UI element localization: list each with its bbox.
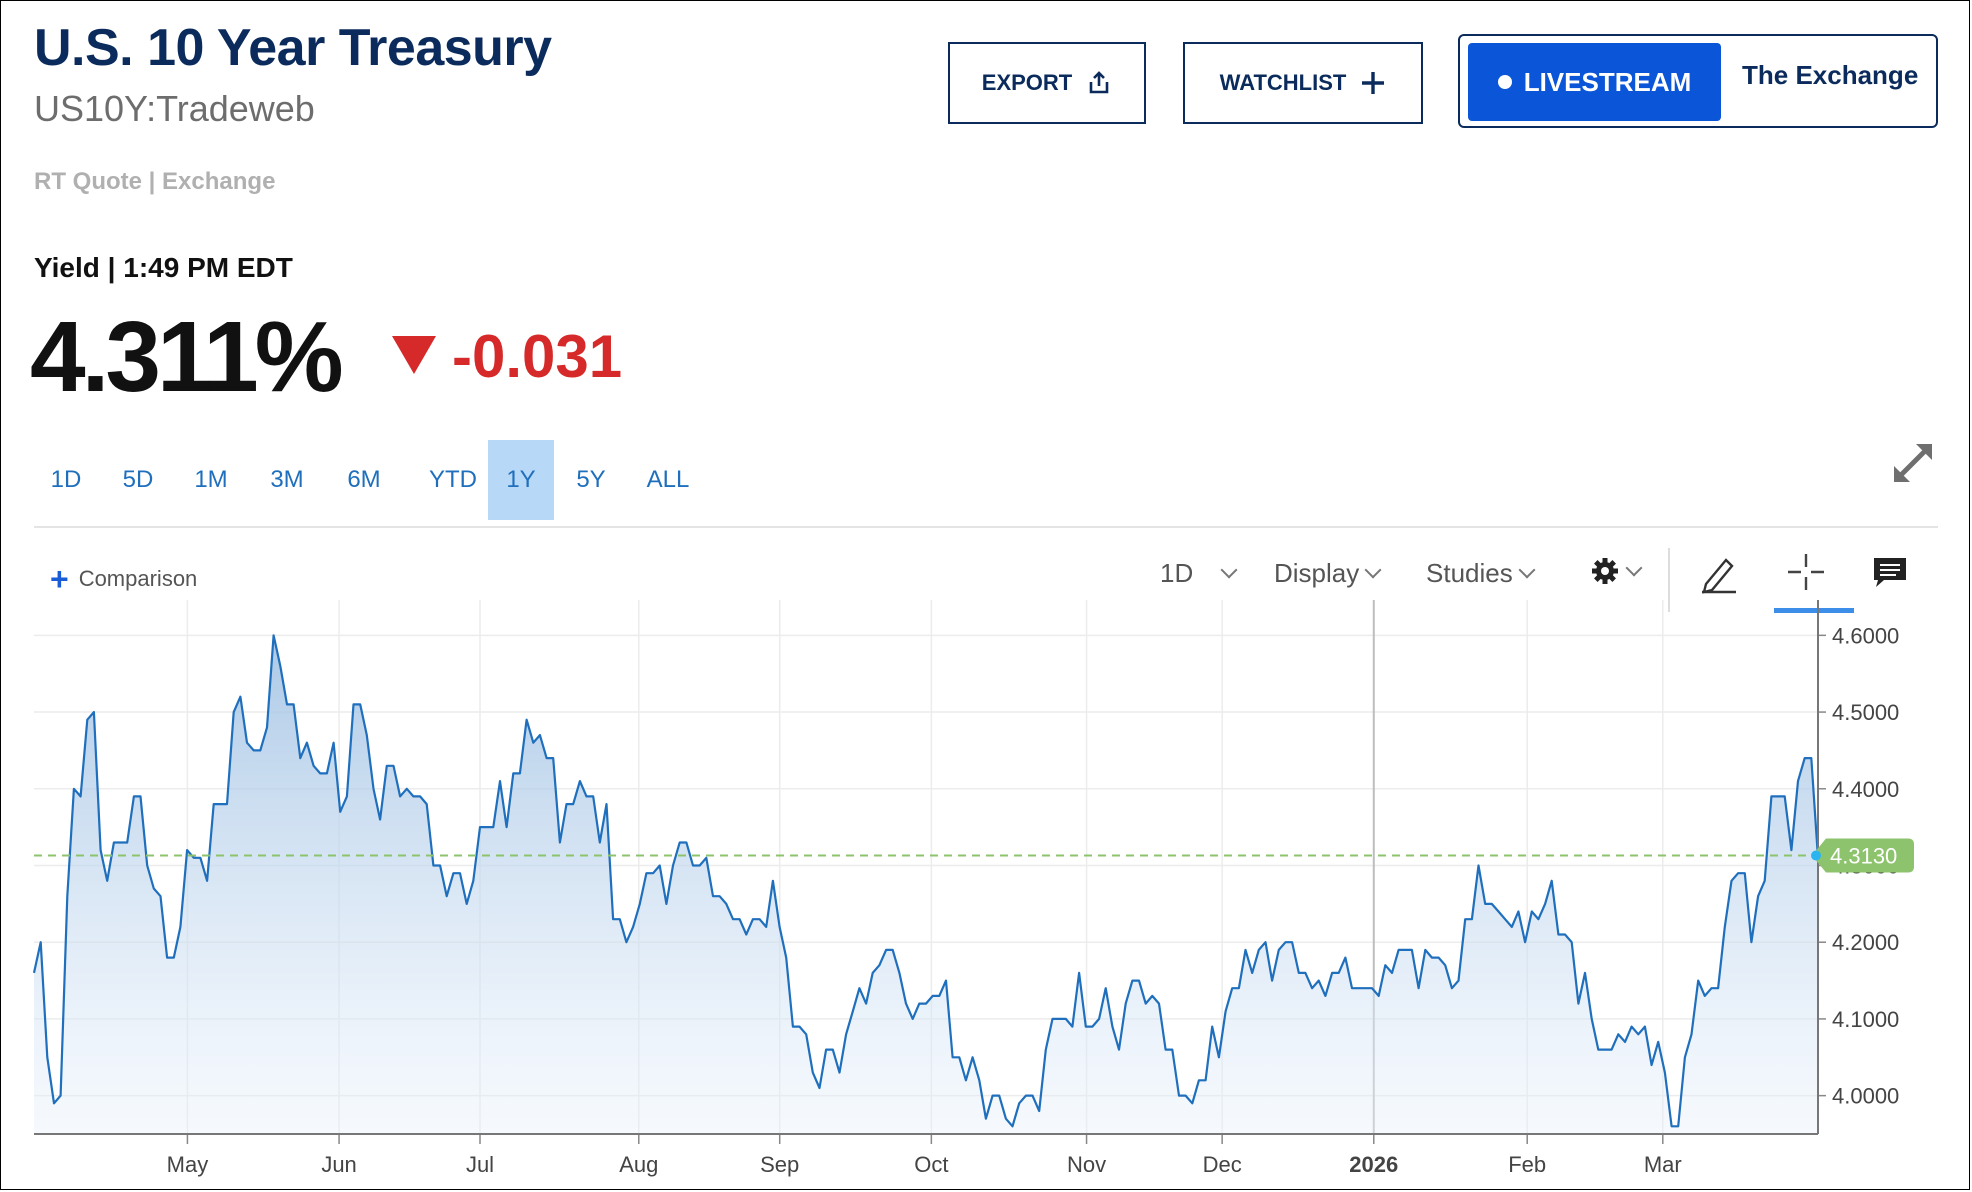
studies-label: Studies [1426, 558, 1513, 588]
down-arrow-icon [392, 336, 436, 374]
toolbar-separator [1668, 548, 1670, 612]
x-tick-label: Dec [1203, 1152, 1242, 1177]
y-tick-label: 4.2000 [1832, 930, 1899, 955]
page-title: U.S. 10 Year Treasury [34, 19, 552, 77]
export-button[interactable]: EXPORT [948, 42, 1146, 124]
the-exchange-link[interactable]: The Exchange [1742, 60, 1919, 90]
yield-label: Yield | 1:49 PM EDT [34, 252, 293, 283]
last-price-badge [1812, 838, 1914, 873]
ticker-symbol: US10Y:Tradeweb [34, 88, 315, 129]
x-tick-label: Oct [914, 1152, 948, 1177]
studies-dropdown[interactable]: Studies [1426, 558, 1536, 589]
range-divider [34, 526, 1938, 528]
live-dot-icon [1497, 75, 1512, 89]
x-tick-label: Aug [619, 1152, 658, 1177]
range-ytd[interactable]: YTD [429, 466, 477, 493]
y-tick-label: 4.5000 [1832, 700, 1899, 725]
livestream-panel: LIVESTREAM The Exchange [1458, 34, 1938, 128]
interval-dropdown[interactable]: 1D [1160, 558, 1238, 589]
comparison-button[interactable]: + Comparison [50, 561, 198, 597]
last-price-dot [1811, 850, 1821, 861]
range-all[interactable]: ALL [646, 466, 690, 493]
range-1m[interactable]: 1M [194, 466, 228, 493]
quote-source: RT Quote | Exchange [34, 168, 276, 195]
export-label: EXPORT [981, 70, 1073, 95]
watchlist-label: WATCHLIST [1219, 70, 1347, 95]
settings-dropdown[interactable] [1590, 556, 1643, 593]
comparison-label: Comparison [78, 566, 198, 591]
y-tick-label: 4.1000 [1832, 1007, 1899, 1032]
x-tick-label: Feb [1508, 1152, 1546, 1177]
livestream-button[interactable]: LIVESTREAM [1468, 43, 1721, 121]
x-tick-label: Jul [466, 1152, 494, 1177]
x-tick-label: 2026 [1349, 1152, 1398, 1177]
range-6m[interactable]: 6M [347, 466, 381, 493]
chevron-down-icon [1518, 561, 1536, 579]
x-tick-label: Nov [1067, 1152, 1106, 1177]
chevron-down-icon [1220, 561, 1238, 579]
expand-icon[interactable] [1888, 438, 1938, 488]
crosshair-active-indicator [1774, 608, 1854, 613]
y-tick-label: 4.4000 [1832, 777, 1899, 802]
range-1y[interactable]: 1Y [488, 440, 554, 520]
display-dropdown[interactable]: Display [1274, 558, 1382, 589]
x-tick-label: Jun [321, 1152, 356, 1177]
range-5y[interactable]: 5Y [576, 466, 606, 493]
current-yield: 4.311% [30, 301, 344, 413]
yield-change: -0.031 [452, 323, 623, 390]
watchlist-button[interactable]: WATCHLIST [1183, 42, 1423, 124]
livestream-label: LIVESTREAM [1523, 66, 1692, 97]
gear-icon [1592, 558, 1618, 584]
chevron-down-icon [1625, 559, 1643, 577]
display-label: Display [1274, 558, 1360, 588]
x-tick-label: May [167, 1152, 209, 1177]
y-tick-label: 4.6000 [1832, 623, 1899, 648]
pencil-icon[interactable] [1698, 552, 1740, 594]
comment-icon[interactable] [1872, 554, 1908, 590]
upload-icon [1089, 71, 1109, 94]
plus-icon: + [50, 561, 69, 597]
range-5d[interactable]: 5D [122, 466, 154, 493]
plus-icon [1362, 72, 1385, 94]
chevron-down-icon [1364, 561, 1382, 579]
interval-label: 1D [1160, 558, 1194, 588]
range-3m[interactable]: 3M [270, 466, 304, 493]
y-tick-label: 4.0000 [1832, 1084, 1899, 1109]
x-tick-label: Mar [1644, 1152, 1682, 1177]
yield-line [32, 634, 1820, 1128]
yield-chart[interactable]: 4.60004.50004.40004.30004.20004.10004.00… [0, 600, 1972, 1192]
crosshair-icon[interactable] [1786, 552, 1826, 592]
x-tick-label: Sep [760, 1152, 799, 1177]
range-1d[interactable]: 1D [50, 466, 82, 493]
last-price-label: 4.3130 [1830, 844, 1897, 869]
yield-area [34, 635, 1818, 1134]
